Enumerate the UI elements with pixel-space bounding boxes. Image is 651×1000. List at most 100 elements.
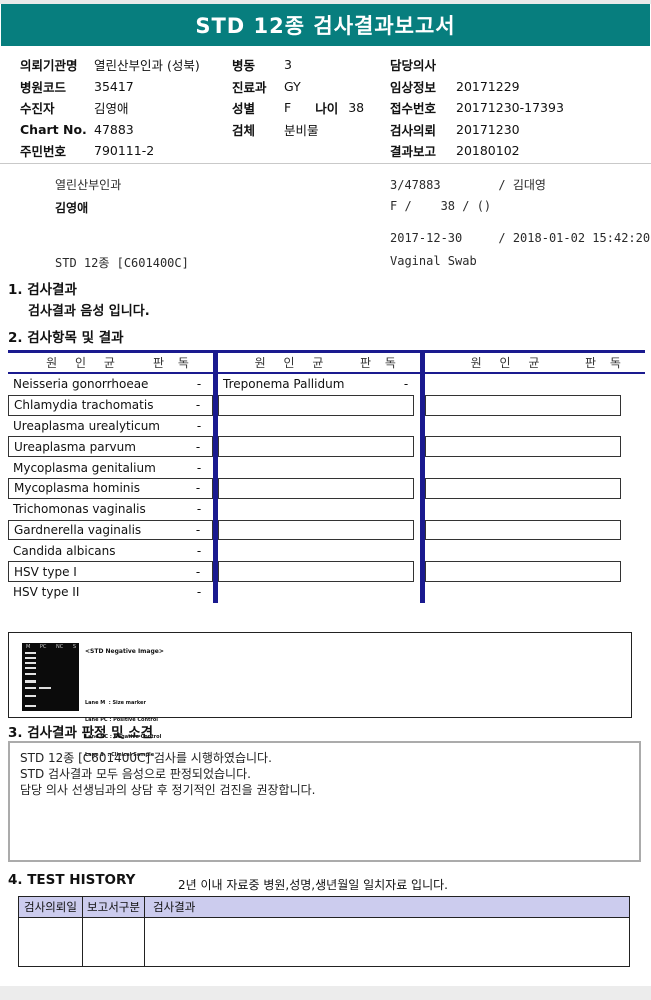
legend-line: Lane PC : Positive Control [85,716,159,723]
summary-row: 김영애 F / 38 / () [0,199,651,215]
pathogen-name: Neisseria gonorrhoeae [13,377,149,392]
gel-caption: <STD Negative Image> [85,648,164,655]
history-cell [145,918,629,966]
info-row: 성별 F 나이 38 [232,97,390,119]
lane-label-m: M [26,644,31,650]
pathogen-name: Mycoplasma hominis [14,481,140,496]
reading-value: - [195,439,201,454]
pathogen-name: Treponema Pallidum [223,377,345,392]
reading-value: - [196,543,202,558]
gel-band [39,687,51,689]
info-label: 결과보고 [390,144,437,160]
table-row [425,457,645,478]
legend-line: Lane M : Size marker [85,699,146,706]
info-row: 의뢰기관명 열린산부인과 (성북) [20,54,232,76]
table-row: Gardnerella vaginalis - [8,519,213,541]
info-row: 주민번호 790111-2 [20,140,232,162]
reading-value: - [196,585,202,600]
top-strip [0,0,651,4]
info-label: 나이 [315,101,339,117]
info-value: 47883 [94,121,134,137]
info-row: 임상정보 20171229 [390,76,648,98]
pathogen-name: Ureaplasma urealyticum [13,418,160,433]
pathogen-name: HSV type I [14,564,77,579]
info-value: 20171230 [456,121,520,137]
table-row: HSV type II - [8,582,213,603]
info-value: F [284,100,292,116]
info-value: GY [284,78,301,94]
summary-left: STD 12종 [C601400C] [55,256,189,270]
info-value: 790111-2 [94,143,155,159]
info-value: 38 [348,100,365,116]
info-value: 열린산부인과 (성북) [94,58,200,74]
table-row: Ureaplasma parvum - [8,436,213,458]
reading-value: - [195,564,201,579]
patient-info-col2: 병동 3 진료과 GY 성별 F 나이 38 검체 분비물 [232,54,390,140]
reading-value: - [196,460,202,475]
info-label: 성별 [232,101,256,117]
comment-line: STD 검사결과 모두 음성으로 판정되었습니다. [20,767,251,781]
info-label: 검체 [232,122,256,138]
table-row: Candida albicans - [8,540,213,561]
summary-left: 김영애 [55,201,89,215]
summary-left: 열린산부인과 [55,178,122,192]
col-header-reading: 판 독 [153,356,194,370]
table-row: Mycoplasma hominis - [8,477,213,499]
info-label: 진료과 [232,79,267,95]
comment-line: 담당 의사 선생님과의 상담 후 정기적인 검진을 권장합니다. [20,783,316,797]
section4-heading: 4. TEST HISTORY [8,872,136,888]
reading-value: - [196,418,202,433]
info-row: 병원코드 35417 [20,76,232,98]
gel-legend: Lane M : Size marker Lane PC : Positive … [85,689,161,770]
summary-right: 3/47883 / 김대영 [390,178,546,192]
info-row: 검체 분비물 [232,119,390,141]
table-row: Ureaplasma urealyticum - [8,416,213,437]
empty-result-box [425,477,621,499]
info-row: 검사의뢰 20171230 [390,119,648,141]
table-row [425,416,645,437]
section1-heading: 1. 검사결과 [8,282,77,298]
legend-line: Lane S : Clinical Sample [85,751,155,758]
info-label: 담당의사 [390,58,437,74]
section1-result-text: 검사결과 음성 입니다. [28,304,150,319]
empty-result-box [218,477,414,499]
table-row: HSV type I - [8,561,213,582]
info-row: Chart No. 47883 [20,119,232,141]
info-label: 수진자 [20,101,55,117]
reading-value: - [195,398,201,413]
table-row [425,582,645,603]
empty-result-box [425,394,621,416]
table-row [425,540,645,561]
gel-electrophoresis-image: M PC NC S [22,643,79,711]
col-header-reading: 판 독 [360,356,401,370]
history-col-result: 검사결과 [153,900,196,914]
lane-label-nc: NC [56,644,64,650]
lane-label-pc: PC [39,644,47,650]
lane-label-s: S [72,644,76,650]
info-label: 의뢰기관명 [20,58,78,74]
summary-row: 열린산부인과 3/47883 / 김대영 [0,176,651,192]
section3-comment-box: STD 12종 [C601400C] 검사를 시행하였습니다. STD 검사결과… [8,741,641,862]
table-row [218,540,420,561]
gel-image-box: M PC NC S <STD Negative Image> Lane M : … [8,632,632,758]
info-row: 결과보고 20180102 [390,140,648,162]
report-title-banner: STD 12종 검사결과보고서 [1,4,650,46]
gel-lane-labels: M PC NC S [26,644,76,650]
info-value: 분비물 [284,122,319,138]
empty-result-box [218,561,414,582]
info-label: 접수번호 [390,101,437,117]
bottom-bar [0,986,651,1000]
empty-result-box [218,519,414,541]
comment-line: STD 12종 [C601400C] 검사를 시행하였습니다. [20,751,272,765]
info-value: 20171229 [456,78,520,94]
col-header-pathogen: 원 인 균 [46,356,122,370]
table-row [218,416,420,437]
empty-result-box [218,436,414,458]
summary-row: STD 12종 [C601400C] Vaginal Swab [0,254,651,270]
col-header-pathogen: 원 인 균 [254,356,331,370]
empty-result-box [425,561,621,582]
summary-right: Vaginal Swab [390,254,477,268]
